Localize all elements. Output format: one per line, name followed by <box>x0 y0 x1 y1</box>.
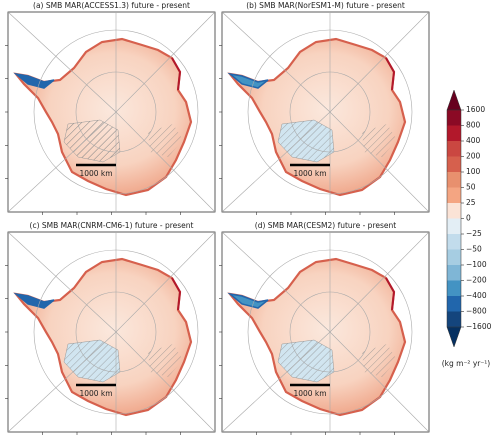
peninsula <box>227 292 269 309</box>
colorbar-segment <box>447 280 461 297</box>
colorbar-label: 50 <box>466 183 476 192</box>
meridian <box>221 11 331 113</box>
colorbar-label: −400 <box>466 291 487 300</box>
scale-label: 1000 km <box>293 169 326 178</box>
meridian <box>7 111 117 213</box>
east-coast <box>171 57 182 91</box>
east-coast <box>171 277 182 311</box>
scale-label: 1000 km <box>79 169 112 178</box>
meridian <box>221 231 331 333</box>
ronne-hatch <box>362 124 397 157</box>
meridian <box>329 111 430 213</box>
colorbar-label: −200 <box>466 276 487 285</box>
colorbar-label: 1600 <box>466 105 485 114</box>
map-panel: (d) SMB MAR(CESM2) future - present 1000 … <box>219 221 430 435</box>
map-panel: (b) SMB MAR(NorESM1-M) future - present 1… <box>219 1 430 215</box>
colorbar-segment <box>447 311 461 328</box>
panel-title: (d) SMB MAR(CESM2) future - present <box>255 221 396 230</box>
map-panel: (c) SMB MAR(CNRM-CM6-1) future - present… <box>5 221 216 435</box>
colorbar-label: 25 <box>466 198 476 207</box>
meridian <box>115 111 216 213</box>
colorbar-segment <box>447 218 461 235</box>
colorbar-label: 200 <box>466 152 481 161</box>
colorbar-segment <box>447 156 461 173</box>
colorbar-segment <box>447 172 461 188</box>
land <box>13 37 193 197</box>
land <box>227 37 407 197</box>
peninsula <box>227 72 269 89</box>
colorbar-segment <box>447 141 461 157</box>
peninsula <box>13 72 55 89</box>
colorbar-segment <box>447 234 461 250</box>
colorbar-segment <box>447 296 461 312</box>
scale-label: 1000 km <box>79 389 112 398</box>
meridian <box>115 231 216 333</box>
colorbar-segment <box>447 110 461 126</box>
meridian <box>7 231 117 333</box>
land <box>227 257 407 417</box>
meridian <box>221 111 331 213</box>
colorbar-label: −50 <box>466 245 482 254</box>
panel-title: (a) SMB MAR(ACCESS1.3) future - present <box>33 1 190 10</box>
colorbar-label: 0 <box>466 214 471 223</box>
ross-hatch <box>64 120 120 162</box>
scale-label: 1000 km <box>293 389 326 398</box>
colorbar-segment <box>447 265 461 281</box>
colorbar-segment <box>447 249 461 266</box>
panel-title: (c) SMB MAR(CNRM-CM6-1) future - present <box>30 221 194 230</box>
land <box>13 257 193 417</box>
meridian <box>329 331 430 433</box>
colorbar-label: −800 <box>466 307 487 316</box>
colorbar-under <box>446 326 462 348</box>
colorbar-unit: (kg m⁻² yr⁻¹) <box>442 359 491 368</box>
meridian <box>7 331 117 433</box>
colorbar-segment <box>447 125 461 142</box>
east-coast <box>385 277 396 311</box>
meridian <box>329 11 430 113</box>
colorbar-label: −25 <box>466 229 482 238</box>
meridian <box>115 11 216 113</box>
colorbar-label: −100 <box>466 260 487 269</box>
colorbar-label: 400 <box>466 136 481 145</box>
ronne-hatch <box>148 344 183 377</box>
ross-hatch <box>64 340 120 382</box>
ronne-hatch <box>148 124 183 157</box>
east-coast <box>385 57 396 91</box>
meridian <box>7 11 117 113</box>
colorbar-over <box>446 89 462 111</box>
meridian <box>115 331 216 433</box>
colorbar-segment <box>447 203 461 219</box>
colorbar-label: 100 <box>466 167 481 176</box>
panel-title: (b) SMB MAR(NorESM1-M) future - present <box>246 1 405 10</box>
ross-hatch <box>278 120 334 162</box>
colorbar-segment <box>447 187 461 204</box>
peninsula <box>13 292 55 309</box>
map-panel: (a) SMB MAR(ACCESS1.3) future - present 1… <box>5 1 216 215</box>
colorbar-label: −1600 <box>466 322 492 331</box>
meridian <box>221 331 331 433</box>
ross-hatch <box>278 340 334 382</box>
colorbar-label: 800 <box>466 121 481 130</box>
ronne-hatch <box>362 344 397 377</box>
meridian <box>329 231 430 333</box>
